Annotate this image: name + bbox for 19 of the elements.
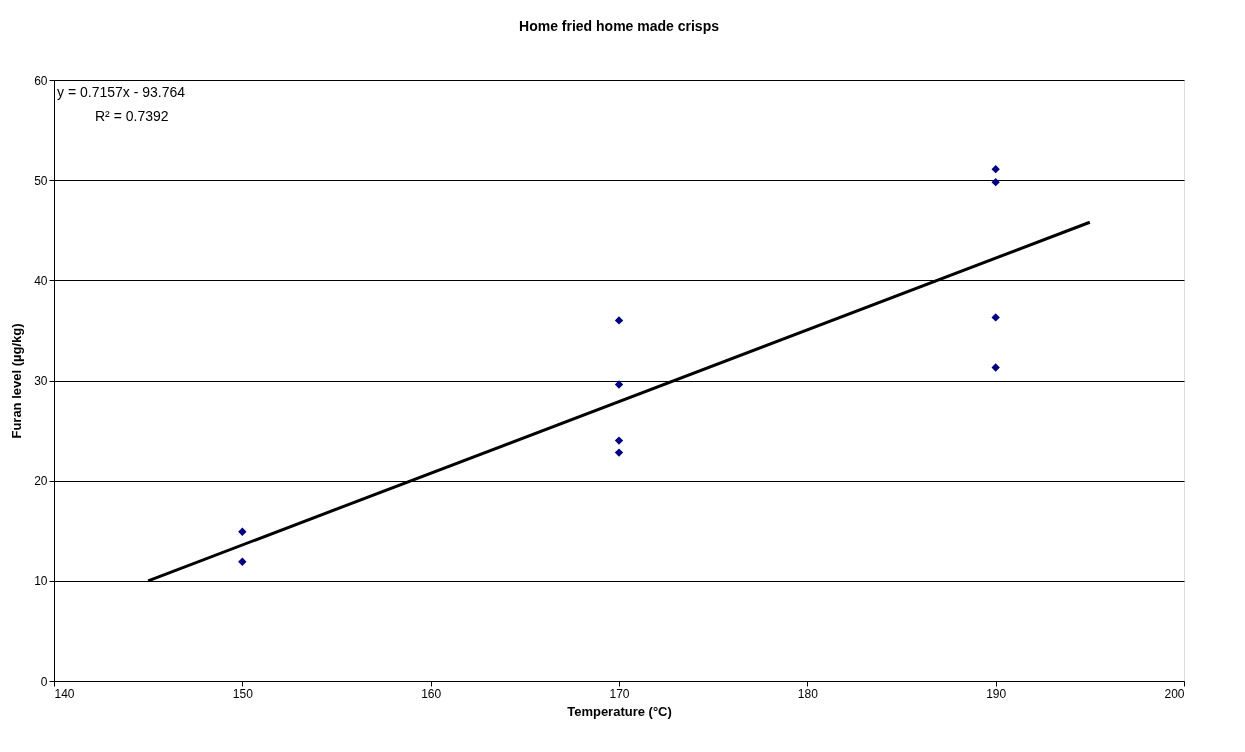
x-axis-title: Temperature (°C) (567, 703, 672, 719)
y-tick-label: 60 (34, 73, 48, 88)
y-tick-label: 0 (40, 674, 48, 689)
chart-title: Home fried home made crisps (519, 18, 720, 34)
y-tick-label: 40 (34, 273, 48, 288)
x-tick-label: 160 (421, 686, 442, 701)
x-tick-label: 150 (232, 686, 254, 701)
annotation: y = 0.7157x - 93.764 (57, 84, 186, 100)
y-axis-title: Furan level (µg/kg) (9, 323, 25, 439)
x-tick-label: 180 (797, 686, 819, 701)
x-tick-label: 200 (1164, 686, 1185, 701)
x-tick-label: 140 (54, 686, 75, 701)
y-tick-label: 20 (34, 474, 48, 489)
x-tick-label: 170 (609, 686, 630, 701)
y-tick-label: 50 (34, 173, 48, 188)
annotation: R² = 0.7392 (95, 108, 169, 124)
y-tick-label: 30 (34, 374, 48, 388)
x-tick-label: 190 (986, 686, 1007, 701)
y-tick-label: 10 (34, 574, 48, 589)
